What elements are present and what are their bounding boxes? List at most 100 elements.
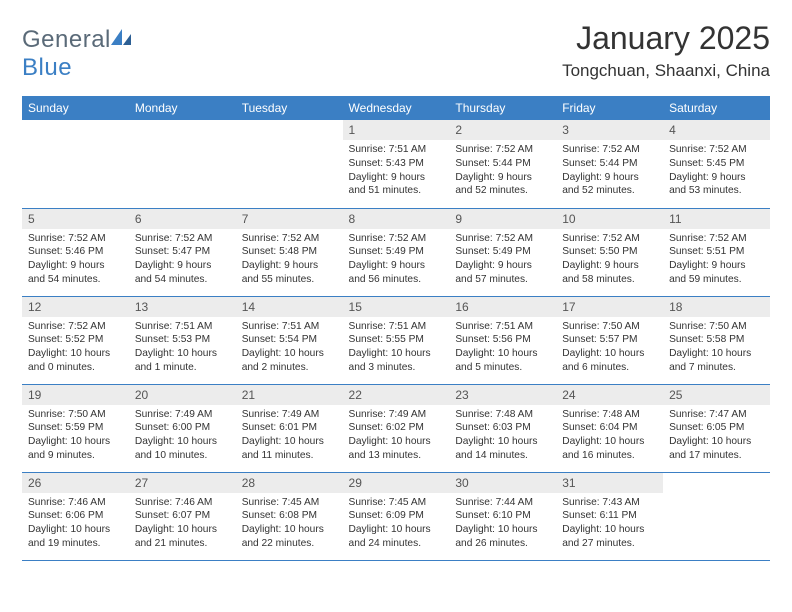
day-details: Sunrise: 7:45 AMSunset: 6:09 PMDaylight:… — [343, 493, 450, 556]
calendar-day-cell: 17Sunrise: 7:50 AMSunset: 5:57 PMDayligh… — [556, 296, 663, 384]
calendar-day-cell — [129, 120, 236, 208]
calendar-day-cell: 22Sunrise: 7:49 AMSunset: 6:02 PMDayligh… — [343, 384, 450, 472]
calendar-day-cell: 3Sunrise: 7:52 AMSunset: 5:44 PMDaylight… — [556, 120, 663, 208]
day-details: Sunrise: 7:52 AMSunset: 5:50 PMDaylight:… — [556, 229, 663, 292]
day-details: Sunrise: 7:52 AMSunset: 5:44 PMDaylight:… — [556, 140, 663, 203]
day-number: 22 — [343, 385, 450, 405]
brand-logo: GeneralBlue — [22, 26, 133, 82]
calendar-day-cell — [22, 120, 129, 208]
day-number: 3 — [556, 120, 663, 140]
day-details: Sunrise: 7:51 AMSunset: 5:56 PMDaylight:… — [449, 317, 556, 380]
day-number: 21 — [236, 385, 343, 405]
day-details: Sunrise: 7:52 AMSunset: 5:49 PMDaylight:… — [343, 229, 450, 292]
calendar-day-cell: 2Sunrise: 7:52 AMSunset: 5:44 PMDaylight… — [449, 120, 556, 208]
location-text: Tongchuan, Shaanxi, China — [562, 61, 770, 81]
calendar-day-cell: 9Sunrise: 7:52 AMSunset: 5:49 PMDaylight… — [449, 208, 556, 296]
calendar-day-cell: 13Sunrise: 7:51 AMSunset: 5:53 PMDayligh… — [129, 296, 236, 384]
page-header: GeneralBlue January 2025 Tongchuan, Shaa… — [22, 20, 770, 82]
day-number: 25 — [663, 385, 770, 405]
calendar-day-cell: 18Sunrise: 7:50 AMSunset: 5:58 PMDayligh… — [663, 296, 770, 384]
day-number: 14 — [236, 297, 343, 317]
day-number: 10 — [556, 209, 663, 229]
weekday-header: Wednesday — [343, 96, 450, 120]
calendar-day-cell: 23Sunrise: 7:48 AMSunset: 6:03 PMDayligh… — [449, 384, 556, 472]
day-details: Sunrise: 7:43 AMSunset: 6:11 PMDaylight:… — [556, 493, 663, 556]
title-block: January 2025 Tongchuan, Shaanxi, China — [562, 20, 770, 81]
brand-part2: Blue — [22, 54, 72, 81]
weekday-header: Sunday — [22, 96, 129, 120]
calendar-day-cell: 4Sunrise: 7:52 AMSunset: 5:45 PMDaylight… — [663, 120, 770, 208]
day-details: Sunrise: 7:52 AMSunset: 5:49 PMDaylight:… — [449, 229, 556, 292]
day-details: Sunrise: 7:44 AMSunset: 6:10 PMDaylight:… — [449, 493, 556, 556]
calendar-body: 1Sunrise: 7:51 AMSunset: 5:43 PMDaylight… — [22, 120, 770, 560]
calendar-day-cell: 20Sunrise: 7:49 AMSunset: 6:00 PMDayligh… — [129, 384, 236, 472]
day-details: Sunrise: 7:52 AMSunset: 5:44 PMDaylight:… — [449, 140, 556, 203]
logo-sail-icon — [111, 29, 133, 47]
day-details: Sunrise: 7:47 AMSunset: 6:05 PMDaylight:… — [663, 405, 770, 468]
calendar-day-cell: 10Sunrise: 7:52 AMSunset: 5:50 PMDayligh… — [556, 208, 663, 296]
day-number: 18 — [663, 297, 770, 317]
day-number: 23 — [449, 385, 556, 405]
day-number: 15 — [343, 297, 450, 317]
day-details: Sunrise: 7:51 AMSunset: 5:54 PMDaylight:… — [236, 317, 343, 380]
calendar-head: SundayMondayTuesdayWednesdayThursdayFrid… — [22, 96, 770, 120]
day-number: 16 — [449, 297, 556, 317]
weekday-header: Friday — [556, 96, 663, 120]
day-number: 4 — [663, 120, 770, 140]
calendar-day-cell: 29Sunrise: 7:45 AMSunset: 6:09 PMDayligh… — [343, 472, 450, 560]
day-details: Sunrise: 7:49 AMSunset: 6:01 PMDaylight:… — [236, 405, 343, 468]
day-details: Sunrise: 7:50 AMSunset: 5:57 PMDaylight:… — [556, 317, 663, 380]
day-number: 31 — [556, 473, 663, 493]
calendar-day-cell: 15Sunrise: 7:51 AMSunset: 5:55 PMDayligh… — [343, 296, 450, 384]
weekday-header: Saturday — [663, 96, 770, 120]
day-number: 17 — [556, 297, 663, 317]
calendar-week-row: 5Sunrise: 7:52 AMSunset: 5:46 PMDaylight… — [22, 208, 770, 296]
day-details: Sunrise: 7:45 AMSunset: 6:08 PMDaylight:… — [236, 493, 343, 556]
day-details: Sunrise: 7:50 AMSunset: 5:58 PMDaylight:… — [663, 317, 770, 380]
day-number: 19 — [22, 385, 129, 405]
day-number: 26 — [22, 473, 129, 493]
calendar-week-row: 12Sunrise: 7:52 AMSunset: 5:52 PMDayligh… — [22, 296, 770, 384]
calendar-day-cell: 19Sunrise: 7:50 AMSunset: 5:59 PMDayligh… — [22, 384, 129, 472]
day-details: Sunrise: 7:52 AMSunset: 5:45 PMDaylight:… — [663, 140, 770, 203]
day-details: Sunrise: 7:50 AMSunset: 5:59 PMDaylight:… — [22, 405, 129, 468]
calendar-day-cell: 25Sunrise: 7:47 AMSunset: 6:05 PMDayligh… — [663, 384, 770, 472]
calendar-day-cell: 12Sunrise: 7:52 AMSunset: 5:52 PMDayligh… — [22, 296, 129, 384]
day-number: 8 — [343, 209, 450, 229]
calendar-week-row: 1Sunrise: 7:51 AMSunset: 5:43 PMDaylight… — [22, 120, 770, 208]
day-details: Sunrise: 7:52 AMSunset: 5:46 PMDaylight:… — [22, 229, 129, 292]
weekday-row: SundayMondayTuesdayWednesdayThursdayFrid… — [22, 96, 770, 120]
day-number: 1 — [343, 120, 450, 140]
brand-text: GeneralBlue — [22, 26, 133, 82]
day-details: Sunrise: 7:52 AMSunset: 5:47 PMDaylight:… — [129, 229, 236, 292]
day-number: 27 — [129, 473, 236, 493]
day-details: Sunrise: 7:49 AMSunset: 6:02 PMDaylight:… — [343, 405, 450, 468]
weekday-header: Tuesday — [236, 96, 343, 120]
calendar-day-cell: 30Sunrise: 7:44 AMSunset: 6:10 PMDayligh… — [449, 472, 556, 560]
calendar-day-cell: 6Sunrise: 7:52 AMSunset: 5:47 PMDaylight… — [129, 208, 236, 296]
day-number: 24 — [556, 385, 663, 405]
day-number: 2 — [449, 120, 556, 140]
calendar-day-cell: 11Sunrise: 7:52 AMSunset: 5:51 PMDayligh… — [663, 208, 770, 296]
day-details: Sunrise: 7:48 AMSunset: 6:04 PMDaylight:… — [556, 405, 663, 468]
calendar-day-cell: 26Sunrise: 7:46 AMSunset: 6:06 PMDayligh… — [22, 472, 129, 560]
day-details: Sunrise: 7:46 AMSunset: 6:07 PMDaylight:… — [129, 493, 236, 556]
day-number: 5 — [22, 209, 129, 229]
calendar-day-cell: 5Sunrise: 7:52 AMSunset: 5:46 PMDaylight… — [22, 208, 129, 296]
calendar-day-cell: 28Sunrise: 7:45 AMSunset: 6:08 PMDayligh… — [236, 472, 343, 560]
day-number: 7 — [236, 209, 343, 229]
calendar-week-row: 26Sunrise: 7:46 AMSunset: 6:06 PMDayligh… — [22, 472, 770, 560]
day-details: Sunrise: 7:51 AMSunset: 5:55 PMDaylight:… — [343, 317, 450, 380]
brand-part1: General — [22, 26, 111, 53]
day-number: 6 — [129, 209, 236, 229]
calendar-day-cell: 1Sunrise: 7:51 AMSunset: 5:43 PMDaylight… — [343, 120, 450, 208]
day-details: Sunrise: 7:52 AMSunset: 5:48 PMDaylight:… — [236, 229, 343, 292]
day-details: Sunrise: 7:52 AMSunset: 5:51 PMDaylight:… — [663, 229, 770, 292]
day-number: 20 — [129, 385, 236, 405]
calendar-day-cell — [663, 472, 770, 560]
day-number: 11 — [663, 209, 770, 229]
weekday-header: Monday — [129, 96, 236, 120]
calendar-day-cell: 8Sunrise: 7:52 AMSunset: 5:49 PMDaylight… — [343, 208, 450, 296]
calendar-day-cell: 14Sunrise: 7:51 AMSunset: 5:54 PMDayligh… — [236, 296, 343, 384]
calendar-day-cell: 27Sunrise: 7:46 AMSunset: 6:07 PMDayligh… — [129, 472, 236, 560]
